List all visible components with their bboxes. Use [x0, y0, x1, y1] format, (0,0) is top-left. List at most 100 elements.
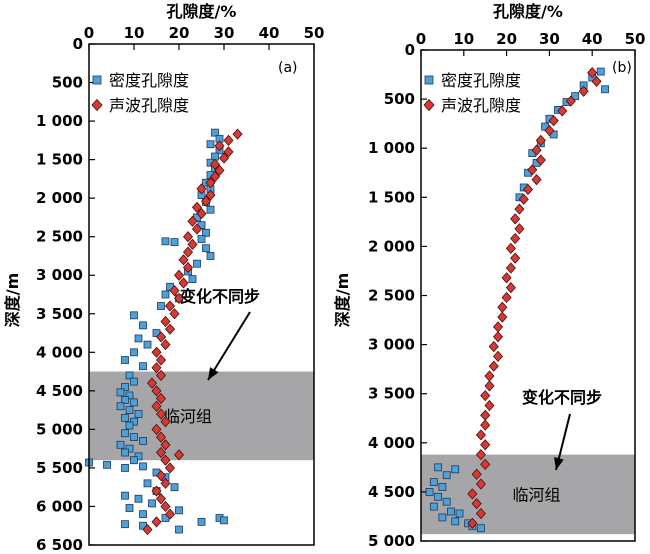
density-porosity-point	[130, 348, 138, 357]
sonic-porosity-point	[151, 346, 162, 358]
sonic-porosity-point	[155, 446, 167, 459]
density-porosity-point	[125, 391, 134, 400]
sonic-porosity-point	[467, 488, 478, 500]
density-porosity-point	[170, 238, 179, 246]
sonic-porosity-point	[505, 242, 516, 254]
density-porosity-point	[134, 334, 143, 343]
sonic-porosity-point	[493, 321, 504, 333]
sonic-porosity-point	[151, 362, 162, 374]
sonic-porosity-point	[480, 409, 491, 421]
density-porosity-point	[161, 290, 170, 299]
band-label: 临河组	[513, 485, 561, 504]
density-porosity-point	[121, 464, 129, 472]
density-porosity-point	[442, 497, 451, 506]
plot-frame	[420, 49, 636, 542]
sonic-porosity-point	[232, 128, 243, 140]
sonic-porosity-point	[173, 292, 185, 304]
density-porosity-point	[121, 448, 129, 457]
y-tick-label: 6 000	[36, 497, 83, 515]
annotation-text: 变化不同步	[522, 388, 602, 407]
density-porosity-point	[161, 237, 170, 246]
annotation-arrow-head	[554, 457, 564, 470]
legend-square-marker	[424, 75, 434, 85]
sonic-porosity-point	[475, 429, 486, 441]
sonic-porosity-point	[151, 516, 162, 528]
density-porosity-point	[175, 525, 183, 534]
y-tick-label: 1 000	[36, 112, 83, 130]
sonic-porosity-point	[155, 354, 167, 366]
sonic-porosity-point	[187, 215, 198, 227]
sonic-porosity-point	[467, 517, 478, 529]
sonic-porosity-point	[510, 213, 521, 225]
sonic-porosity-point	[191, 223, 203, 235]
sonic-porosity-point	[164, 462, 176, 474]
density-porosity-point	[121, 520, 129, 529]
sonic-porosity-point	[209, 170, 221, 183]
sonic-porosity-point	[160, 454, 171, 466]
x-tick-label: 0	[84, 24, 94, 42]
sonic-porosity-point	[155, 408, 167, 420]
density-porosity-point	[143, 340, 152, 349]
sonic-porosity-point	[205, 189, 216, 201]
y-tick-label: 5 000	[368, 532, 415, 550]
sonic-porosity-point	[484, 399, 495, 412]
sonic-porosity-point	[182, 246, 194, 258]
density-porosity-point	[455, 509, 464, 518]
sonic-porosity-point	[535, 154, 546, 166]
sonic-porosity-point	[151, 423, 162, 435]
density-porosity-point	[429, 502, 438, 511]
density-porosity-point	[125, 504, 134, 512]
density-porosity-point	[571, 92, 579, 101]
sonic-porosity-point	[155, 493, 167, 505]
density-porosity-point	[197, 517, 206, 526]
x-tick-label: 30	[214, 24, 235, 42]
density-porosity-point	[103, 460, 111, 469]
density-porosity-point	[202, 228, 210, 237]
sonic-porosity-point	[471, 468, 482, 480]
y-tick-label: 2 000	[368, 237, 415, 255]
sonic-porosity-point	[488, 360, 499, 372]
sonic-porosity-point	[196, 183, 207, 195]
density-porosity-point	[451, 517, 460, 526]
sonic-porosity-point	[223, 146, 234, 158]
sonic-porosity-point	[501, 291, 512, 304]
y-tick-label: 3 000	[368, 336, 415, 354]
sonic-porosity-point	[497, 311, 508, 323]
sonic-porosity-point	[471, 498, 482, 510]
density-porosity-point	[130, 433, 138, 441]
y-tick-label: 4 500	[36, 382, 83, 400]
density-porosity-point	[429, 478, 438, 486]
density-porosity-point	[121, 491, 129, 500]
y-tick-label: 6 500	[36, 536, 83, 554]
x-tick-label: 40	[582, 30, 603, 48]
density-porosity-point	[434, 463, 443, 472]
sonic-porosity-point	[142, 523, 153, 536]
y-tick-label: 4 000	[36, 343, 83, 361]
sonic-porosity-point	[497, 301, 508, 313]
y-tick-label: 500	[52, 74, 83, 92]
annotation: 变化不同步	[522, 388, 602, 471]
y-tick-label: 500	[384, 90, 415, 108]
sonic-porosity-point	[514, 203, 525, 215]
sonic-porosity-point	[484, 370, 495, 382]
density-porosity-point	[434, 492, 443, 501]
sonic-porosity-point	[205, 177, 216, 189]
density-porosity-point	[134, 494, 143, 503]
density-porosity-point	[438, 483, 447, 491]
density-porosity-point	[121, 413, 129, 422]
density-porosity-point	[442, 471, 451, 480]
sonic-porosity-point	[164, 323, 176, 335]
annotation-arrow-head	[208, 367, 219, 380]
density-porosity-point	[211, 128, 219, 137]
y-tick-label: 2 500	[36, 228, 83, 246]
sonic-porosity-point	[522, 183, 534, 196]
y-tick-label: 3 000	[36, 266, 83, 284]
sonic-porosity-point	[146, 377, 158, 389]
density-porosity-point	[116, 402, 125, 411]
x-tick-label: 10	[124, 24, 145, 42]
density-porosity-point	[596, 67, 605, 76]
legend-diamond-marker	[423, 98, 435, 112]
y-tick-label: 5 500	[36, 459, 83, 477]
density-porosity-point	[116, 388, 125, 397]
